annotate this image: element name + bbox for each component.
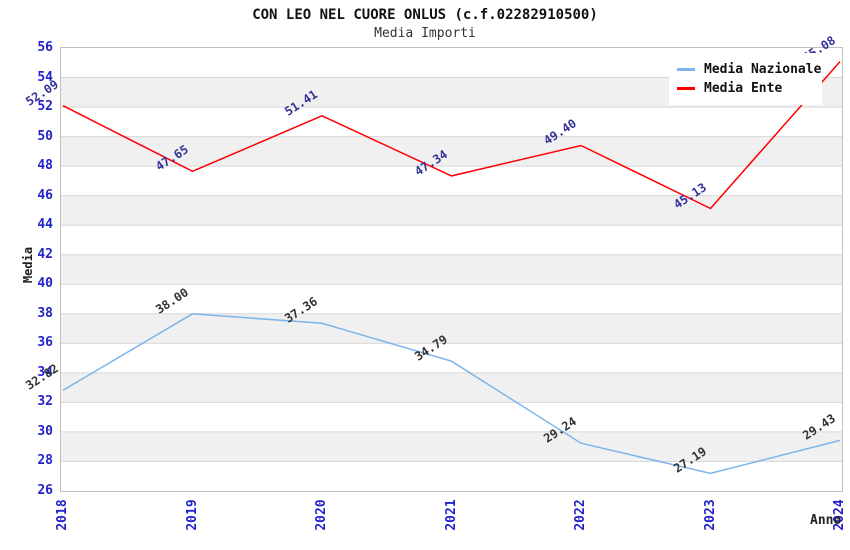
chart-title: CON LEO NEL CUORE ONLUS (c.f.02282910500… xyxy=(252,7,598,23)
plot-band xyxy=(61,225,842,255)
y-tick-label: 56 xyxy=(37,40,53,55)
legend-swatch-media-nazionale xyxy=(677,68,695,71)
y-tick-label: 50 xyxy=(37,128,53,144)
plot-band xyxy=(61,195,842,226)
y-tick-label: 38 xyxy=(37,305,53,321)
y-tick-label: 34 xyxy=(37,364,53,380)
series-line-media-ente xyxy=(62,61,841,210)
y-tick-label: 30 xyxy=(37,423,53,439)
y-tick-label: 40 xyxy=(37,276,53,292)
plot-band xyxy=(61,343,842,373)
plot-area: 56 54 52 50 48 46 44 42 40 38 36 34 32 30 28 26 2018 201… xyxy=(23,33,847,531)
legend-label: Media Ente xyxy=(704,81,783,96)
x-axis-title: Anno xyxy=(810,513,842,528)
plot-band xyxy=(61,461,842,491)
plot-band xyxy=(61,313,842,344)
x-tick-label: 2021 xyxy=(443,499,459,531)
legend-swatch-media-ente xyxy=(677,87,695,90)
plot-band xyxy=(61,431,842,462)
x-tick-label: 2023 xyxy=(702,499,718,531)
y-tick-label: 36 xyxy=(37,335,53,351)
y-tick-label: 28 xyxy=(37,453,53,469)
series-line-media-nazionale xyxy=(62,313,841,475)
plot-svg xyxy=(61,48,842,491)
y-tick-label: 52 xyxy=(37,99,53,115)
y-tick-label: 46 xyxy=(37,187,53,203)
plot-band xyxy=(61,136,842,167)
x-tick-label: 2018 xyxy=(55,499,70,531)
plot-band xyxy=(61,254,842,285)
legend-label: Media Nazionale xyxy=(704,62,822,77)
legend-item: Media Ente xyxy=(677,80,814,97)
plot-band xyxy=(61,107,842,137)
x-tick-label: 2020 xyxy=(314,499,329,531)
legend: Media Nazionale Media Ente xyxy=(669,53,822,105)
plot-band xyxy=(61,372,842,403)
y-tick-label: 44 xyxy=(37,217,53,233)
x-tick-label: 2022 xyxy=(573,499,588,531)
y-tick-label: 42 xyxy=(37,246,53,262)
y-tick-label: 26 xyxy=(37,483,53,498)
legend-item: Media Nazionale xyxy=(677,61,821,78)
y-axis-title: Media xyxy=(21,246,35,284)
plot-band xyxy=(61,284,842,314)
y-tick-label: 48 xyxy=(37,158,53,174)
plot-band xyxy=(61,402,842,432)
y-tick-label: 54 xyxy=(37,69,53,85)
x-tick-label: 2019 xyxy=(184,499,200,531)
y-tick-label: 32 xyxy=(37,394,53,410)
chart-subtitle: Media Importi xyxy=(374,26,476,41)
